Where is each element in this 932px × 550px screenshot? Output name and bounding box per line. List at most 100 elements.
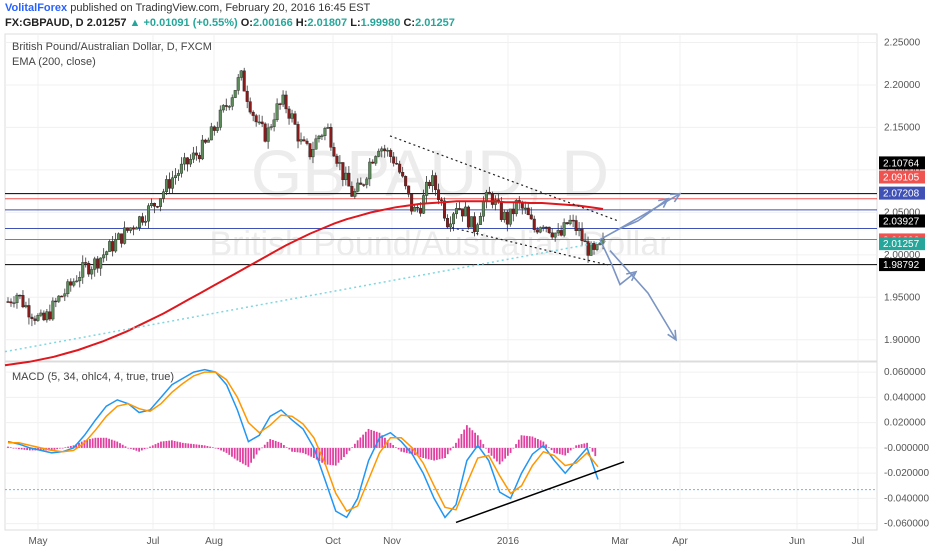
candle-body[interactable] xyxy=(568,219,572,225)
candle-body[interactable] xyxy=(93,258,97,270)
candle-body[interactable] xyxy=(48,311,52,320)
candle-body[interactable] xyxy=(36,315,40,321)
candle-body[interactable] xyxy=(553,232,557,238)
channel-lower[interactable] xyxy=(451,227,609,266)
candle-body[interactable] xyxy=(126,227,130,231)
candle-body[interactable] xyxy=(359,182,363,185)
candle-body[interactable] xyxy=(407,185,411,195)
candle-body[interactable] xyxy=(362,184,366,186)
candle-body[interactable] xyxy=(266,127,270,142)
candle-body[interactable] xyxy=(559,230,563,236)
candle-body[interactable] xyxy=(317,135,321,140)
candle-body[interactable] xyxy=(191,152,195,160)
candle-body[interactable] xyxy=(158,198,162,207)
candle-body[interactable] xyxy=(203,139,207,143)
candle-body[interactable] xyxy=(245,90,249,102)
candle-body[interactable] xyxy=(350,185,354,197)
candle-body[interactable] xyxy=(520,202,524,209)
candle-body[interactable] xyxy=(105,251,109,255)
candle-body[interactable] xyxy=(153,203,157,207)
candle-body[interactable] xyxy=(138,216,142,228)
candle-body[interactable] xyxy=(185,157,189,165)
candle-body[interactable] xyxy=(27,305,31,318)
candle-body[interactable] xyxy=(437,189,441,200)
candle-body[interactable] xyxy=(129,227,133,231)
candle-body[interactable] xyxy=(54,300,58,303)
candle-body[interactable] xyxy=(311,149,315,158)
candle-body[interactable] xyxy=(120,233,124,244)
candle-body[interactable] xyxy=(239,70,243,78)
horizontal-lines[interactable] xyxy=(5,193,877,266)
candle-body[interactable] xyxy=(278,103,282,105)
candle-body[interactable] xyxy=(541,226,545,229)
candle-body[interactable] xyxy=(341,162,345,181)
candle-body[interactable] xyxy=(236,77,240,91)
candle-body[interactable] xyxy=(529,214,533,220)
candle-body[interactable] xyxy=(550,232,554,238)
candle-body[interactable] xyxy=(269,126,273,129)
candle-body[interactable] xyxy=(392,156,396,164)
candle-body[interactable] xyxy=(81,262,85,278)
candle-body[interactable] xyxy=(200,139,204,160)
candle-body[interactable] xyxy=(332,147,336,157)
candle-body[interactable] xyxy=(99,257,103,269)
candle-body[interactable] xyxy=(329,127,333,148)
candle-body[interactable] xyxy=(302,139,306,142)
candle-body[interactable] xyxy=(293,113,297,125)
candle-body[interactable] xyxy=(574,220,578,231)
candle-body[interactable] xyxy=(9,301,13,304)
candle-body[interactable] xyxy=(466,206,470,228)
candle-body[interactable] xyxy=(383,148,387,152)
candle-body[interactable] xyxy=(60,295,64,298)
candle-body[interactable] xyxy=(78,277,82,282)
candle-body[interactable] xyxy=(15,294,19,304)
candle-body[interactable] xyxy=(401,172,405,177)
candle-body[interactable] xyxy=(371,161,375,164)
candle-body[interactable] xyxy=(42,312,46,321)
candle-body[interactable] xyxy=(338,162,342,164)
candle-body[interactable] xyxy=(281,94,285,105)
ema-line[interactable] xyxy=(4,200,604,367)
candle-body[interactable] xyxy=(562,222,566,236)
candle-body[interactable] xyxy=(419,207,423,214)
candle-body[interactable] xyxy=(508,208,512,225)
candle-body[interactable] xyxy=(505,211,509,225)
candle-body[interactable] xyxy=(386,150,390,152)
candle-body[interactable] xyxy=(356,182,360,192)
candle-body[interactable] xyxy=(176,173,180,176)
candle-body[interactable] xyxy=(580,228,584,242)
candle-body[interactable] xyxy=(481,201,485,217)
candle-body[interactable] xyxy=(514,200,518,215)
candle-body[interactable] xyxy=(75,280,79,283)
candle-body[interactable] xyxy=(532,218,536,230)
candle-body[interactable] xyxy=(18,294,22,297)
channel-upper[interactable] xyxy=(389,135,619,222)
candle-body[interactable] xyxy=(353,191,357,197)
candle-body[interactable] xyxy=(404,176,408,187)
candle-body[interactable] xyxy=(449,223,453,228)
candle-body[interactable] xyxy=(478,216,482,225)
candle-body[interactable] xyxy=(170,177,174,189)
price-axis[interactable]: 2.25000 2.20000 2.15000 2.10000 2.05000 2.000… xyxy=(884,37,921,345)
candle-body[interactable] xyxy=(475,224,479,232)
candle-body[interactable] xyxy=(454,208,458,215)
candle-body[interactable] xyxy=(460,208,464,217)
candle-body[interactable] xyxy=(173,175,177,179)
candle-body[interactable] xyxy=(320,135,324,137)
candle-body[interactable] xyxy=(51,300,55,320)
candle-body[interactable] xyxy=(275,103,279,121)
candle-body[interactable] xyxy=(254,115,258,123)
candle-body[interactable] xyxy=(592,243,596,250)
candle-body[interactable] xyxy=(164,179,168,192)
candle-body[interactable] xyxy=(565,222,569,225)
candle-body[interactable] xyxy=(389,150,393,157)
candle-body[interactable] xyxy=(308,143,312,158)
candle-body[interactable] xyxy=(287,108,291,119)
candle-body[interactable] xyxy=(586,241,590,256)
candle-body[interactable] xyxy=(457,208,461,210)
candle-body[interactable] xyxy=(197,154,201,160)
projection-arrows[interactable] xyxy=(599,192,682,342)
candle-body[interactable] xyxy=(547,226,551,233)
candle-body[interactable] xyxy=(87,263,91,275)
candle-body[interactable] xyxy=(368,161,372,180)
